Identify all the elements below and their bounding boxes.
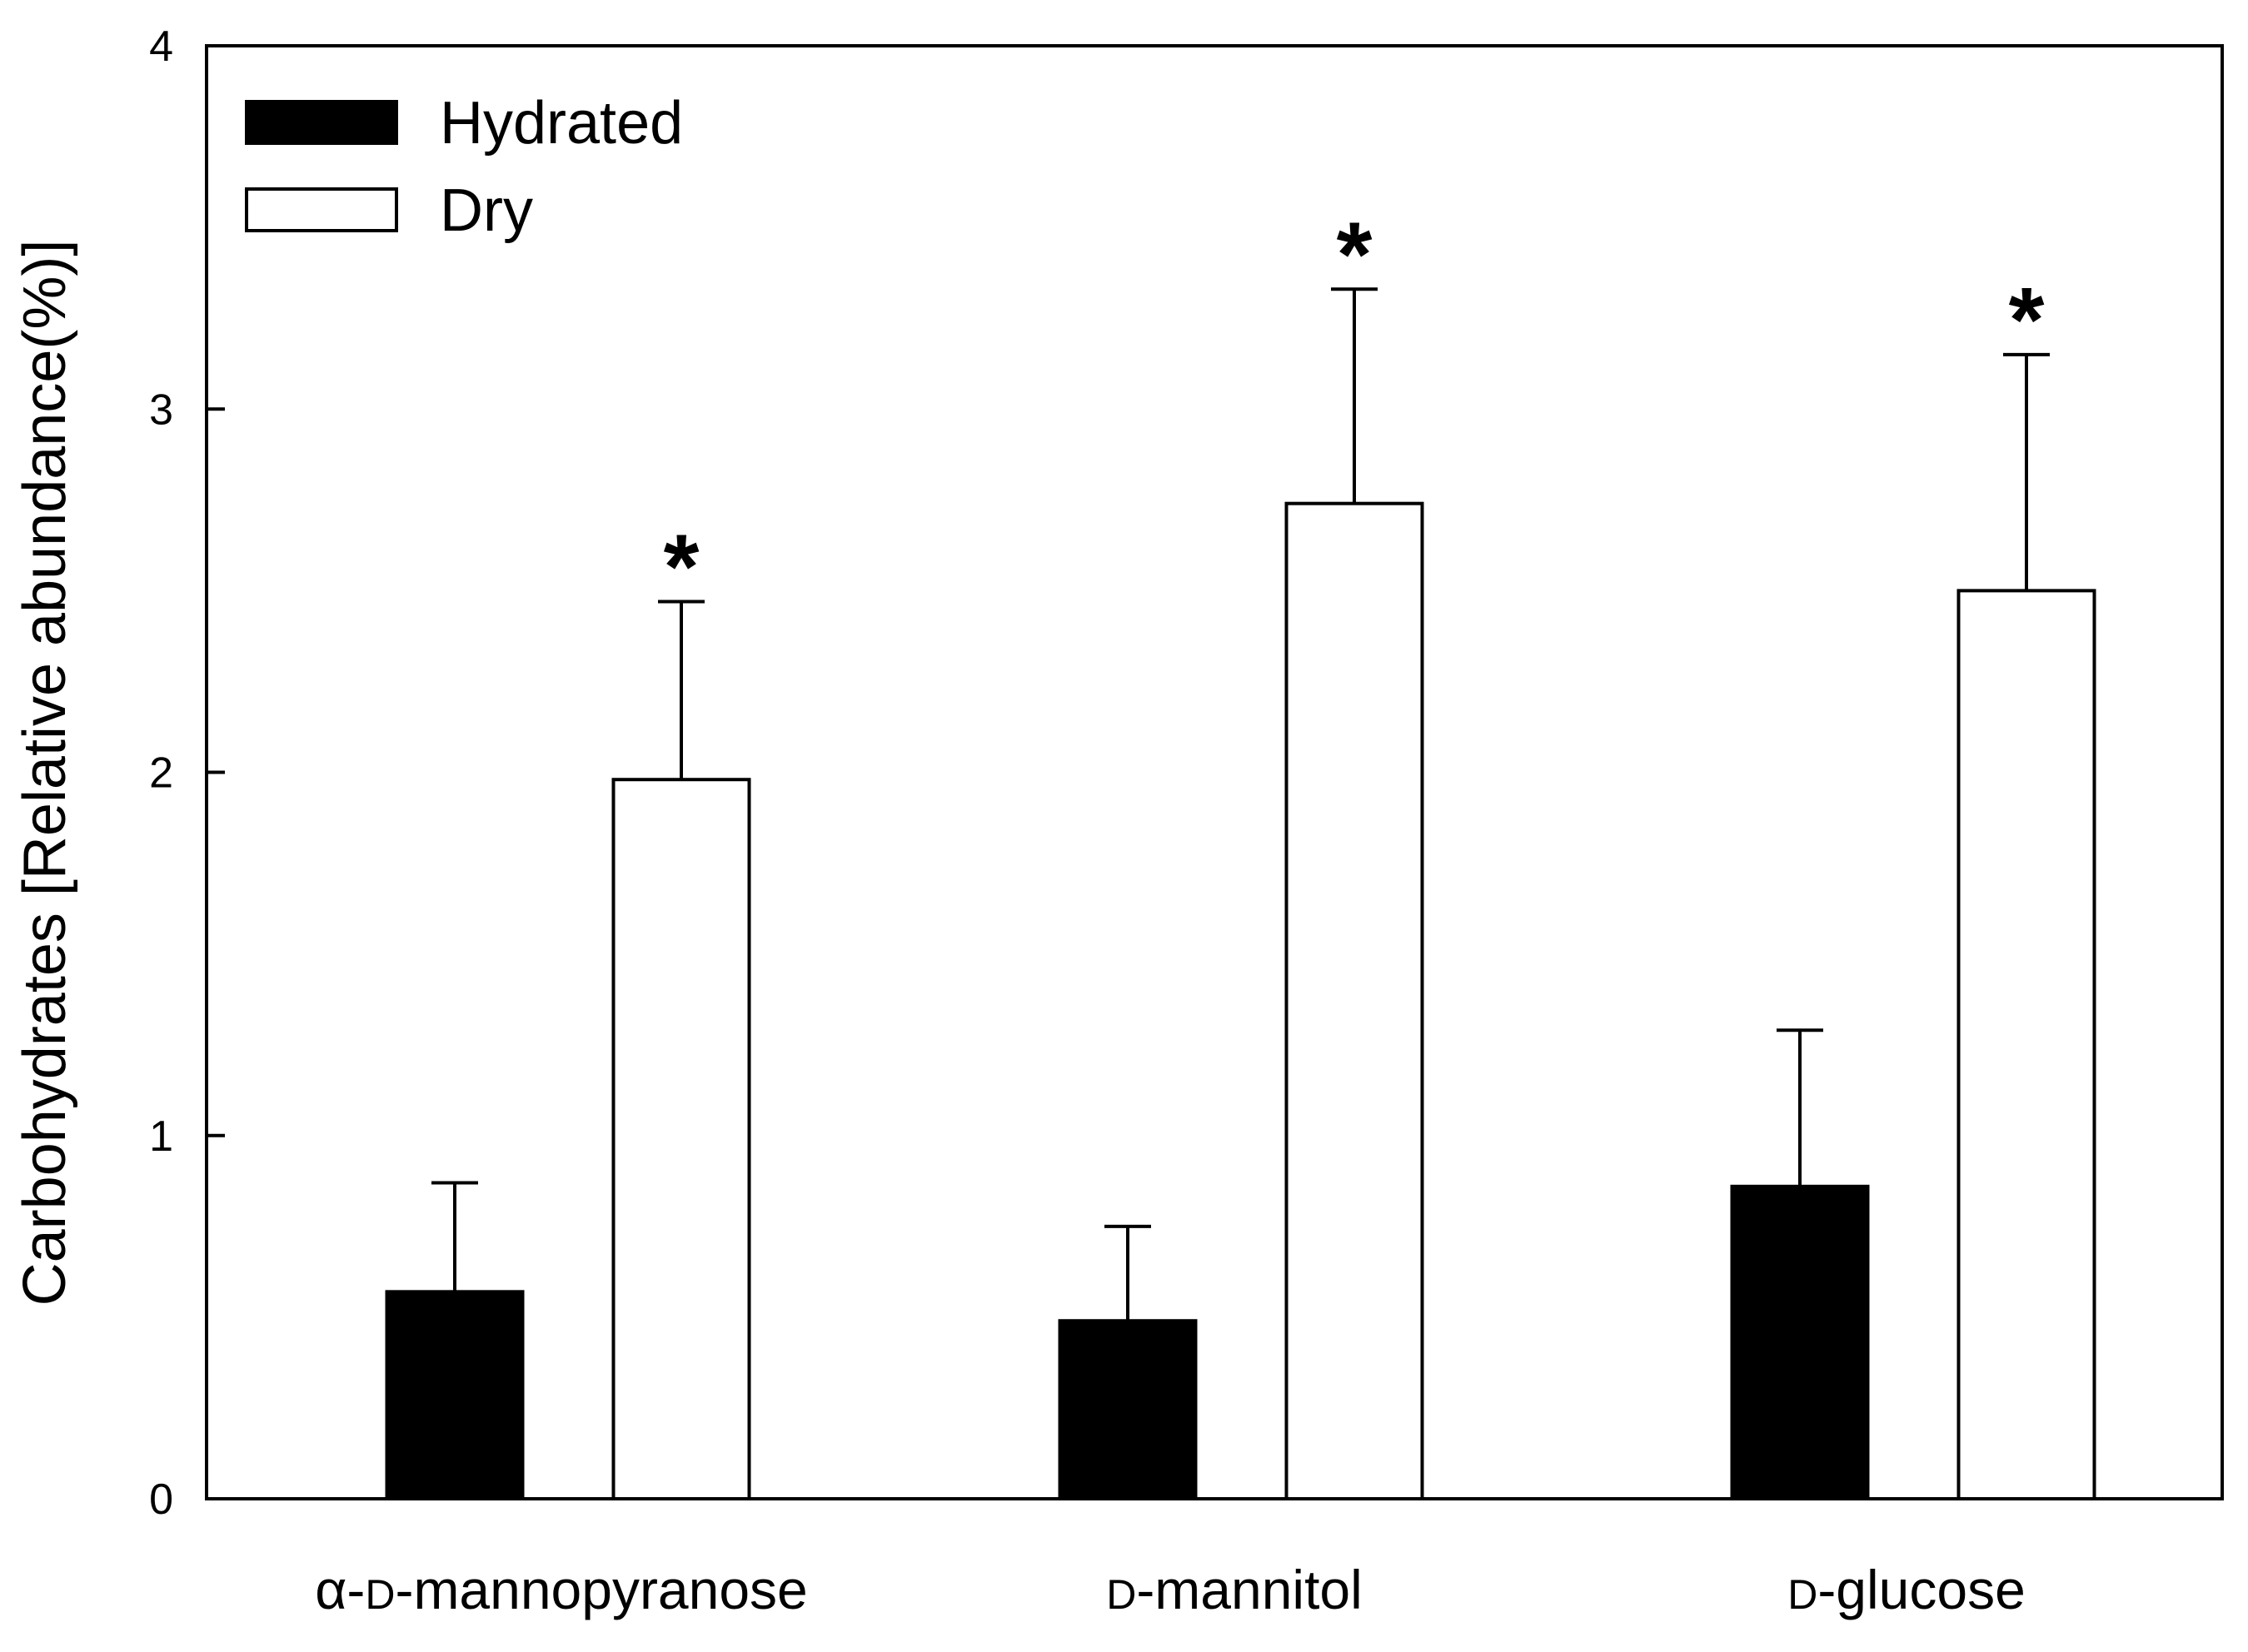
x-category-label-d-glucose: D-glucose [1787, 1559, 2026, 1620]
legend-swatch-dry [245, 187, 398, 232]
x-category-label-d-mannitol: D-mannitol [1106, 1559, 1363, 1620]
significance-marks-layer: * * * [664, 203, 2045, 618]
x-axis: α-D-mannopyranose D-mannitol D-glucose [315, 1559, 2026, 1620]
y-tick-label-2: 2 [149, 749, 173, 798]
significance-mark-d-glucose: * [2009, 269, 2045, 371]
bar-hydrated-d-mannitol [1058, 1319, 1198, 1501]
bars-layer [385, 501, 2096, 1501]
x-category-label-d-mannopyranose: α-D-mannopyranose [315, 1559, 808, 1620]
y-tick-label-4: 4 [149, 22, 173, 71]
y-axis: 0 1 2 3 4 [149, 22, 225, 1524]
bar-dry-d-mannitol [1284, 501, 1424, 1500]
y-tick-label-3: 3 [149, 386, 173, 434]
legend: Hydrated Dry [245, 90, 683, 244]
significance-mark-d-mannopyranose: * [664, 515, 700, 618]
significance-mark-d-mannitol: * [1337, 203, 1373, 306]
y-tick-label-0: 0 [149, 1475, 173, 1524]
legend-label-hydrated: Hydrated [440, 90, 683, 157]
bar-dry-d-mannopyranose [611, 778, 751, 1500]
legend-swatch-hydrated [245, 100, 398, 145]
bar-hydrated-d-mannopyranose [385, 1290, 525, 1501]
y-axis-title: Carbohydrates [Relative abundance(%)] [12, 240, 78, 1306]
error-bars-layer [431, 287, 2050, 1321]
y-tick-label-1: 1 [149, 1112, 173, 1161]
legend-label-dry: Dry [440, 177, 533, 244]
bar-dry-d-glucose [1956, 589, 2096, 1500]
bar-hydrated-d-glucose [1730, 1184, 1870, 1500]
